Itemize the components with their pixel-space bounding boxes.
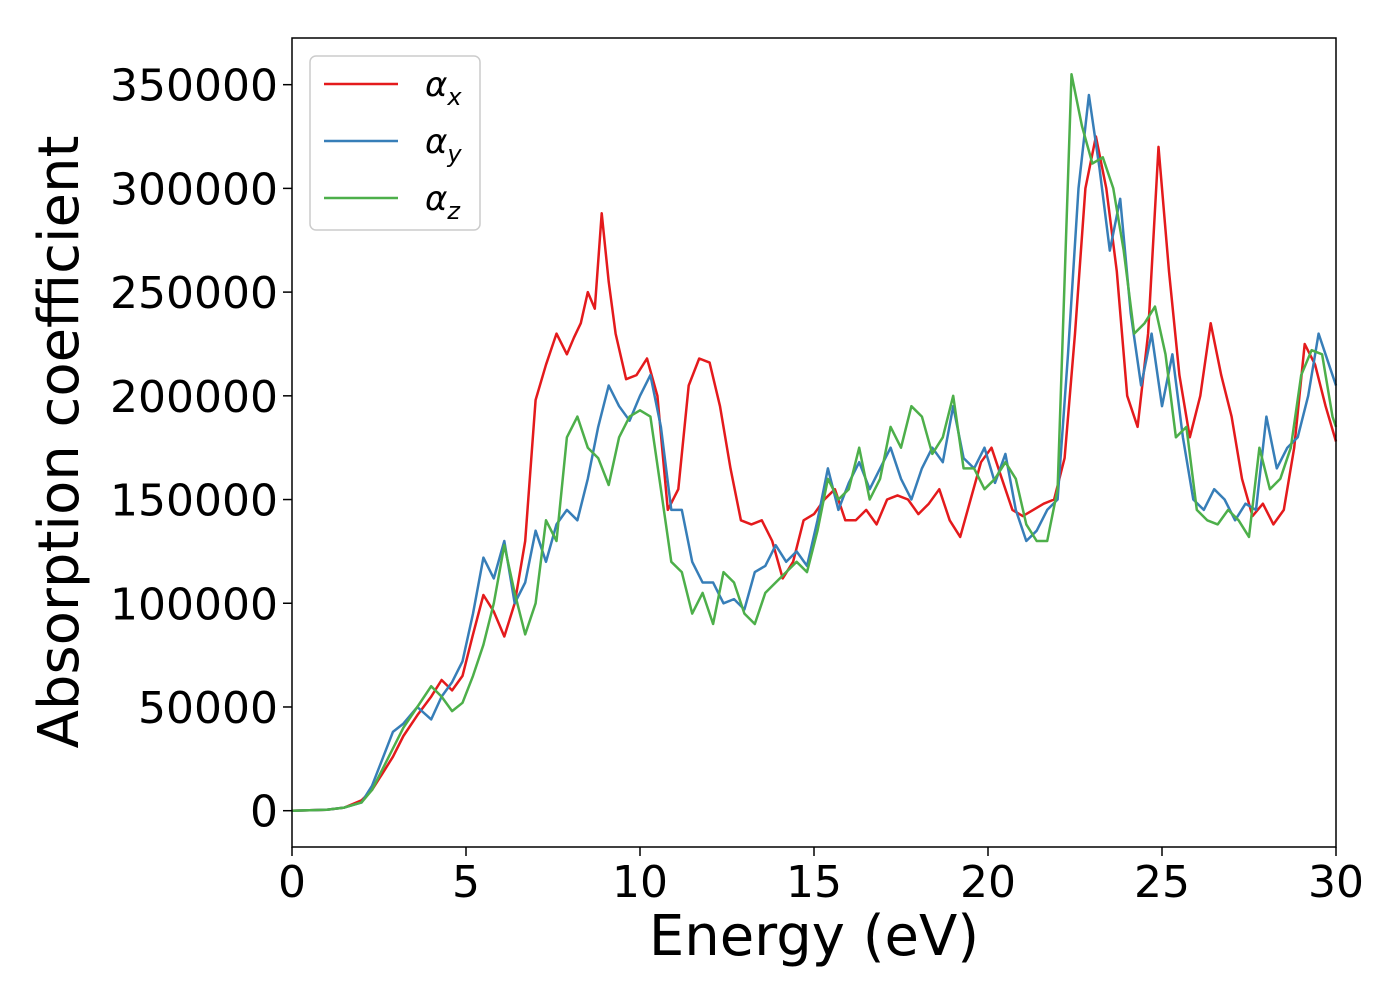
y-tick-label: 250000 <box>110 268 278 319</box>
y-tick-label: 200000 <box>110 372 278 423</box>
x-tick-label: 25 <box>1134 857 1190 908</box>
y-tick-label: 0 <box>250 787 278 838</box>
y-tick-label: 350000 <box>110 61 278 112</box>
y-axis-ticks: 0 50000 100000 150000 200000 250000 300000 3500… <box>110 61 292 838</box>
y-axis-label: Absorption coefficient <box>27 136 92 749</box>
x-tick-label: 30 <box>1308 857 1364 908</box>
y-tick-label: 300000 <box>110 164 278 215</box>
series-line-y <box>291 93 1338 812</box>
legend-box <box>309 55 481 231</box>
legend-label-z: αz <box>425 179 461 225</box>
x-tick-label: 10 <box>612 857 668 908</box>
y-tick-label: 150000 <box>110 476 278 527</box>
x-axis-ticks: 0 5 10 15 20 25 30 <box>278 847 1364 908</box>
x-tick-label: 5 <box>452 857 480 908</box>
legend-label-subscript: y <box>446 140 462 168</box>
y-tick-label: 50000 <box>138 683 278 734</box>
legend-label-symbol: α <box>425 122 447 162</box>
series-lines <box>291 73 1338 812</box>
y-tick-label: 100000 <box>110 579 278 630</box>
legend-label-symbol: α <box>425 179 447 219</box>
series-line-z <box>291 73 1338 812</box>
legend-label-subscript: x <box>446 83 462 111</box>
legend-label-symbol: α <box>425 65 447 105</box>
legend-label-y: αy <box>425 122 462 168</box>
x-tick-label: 15 <box>786 857 842 908</box>
x-axis-label: Energy (eV) <box>649 904 979 969</box>
x-tick-label: 0 <box>278 857 306 908</box>
plot-frame <box>291 37 1337 848</box>
legend-label-subscript: z <box>446 197 461 225</box>
x-tick-label: 20 <box>960 857 1016 908</box>
legend-label-x: αx <box>425 65 462 111</box>
